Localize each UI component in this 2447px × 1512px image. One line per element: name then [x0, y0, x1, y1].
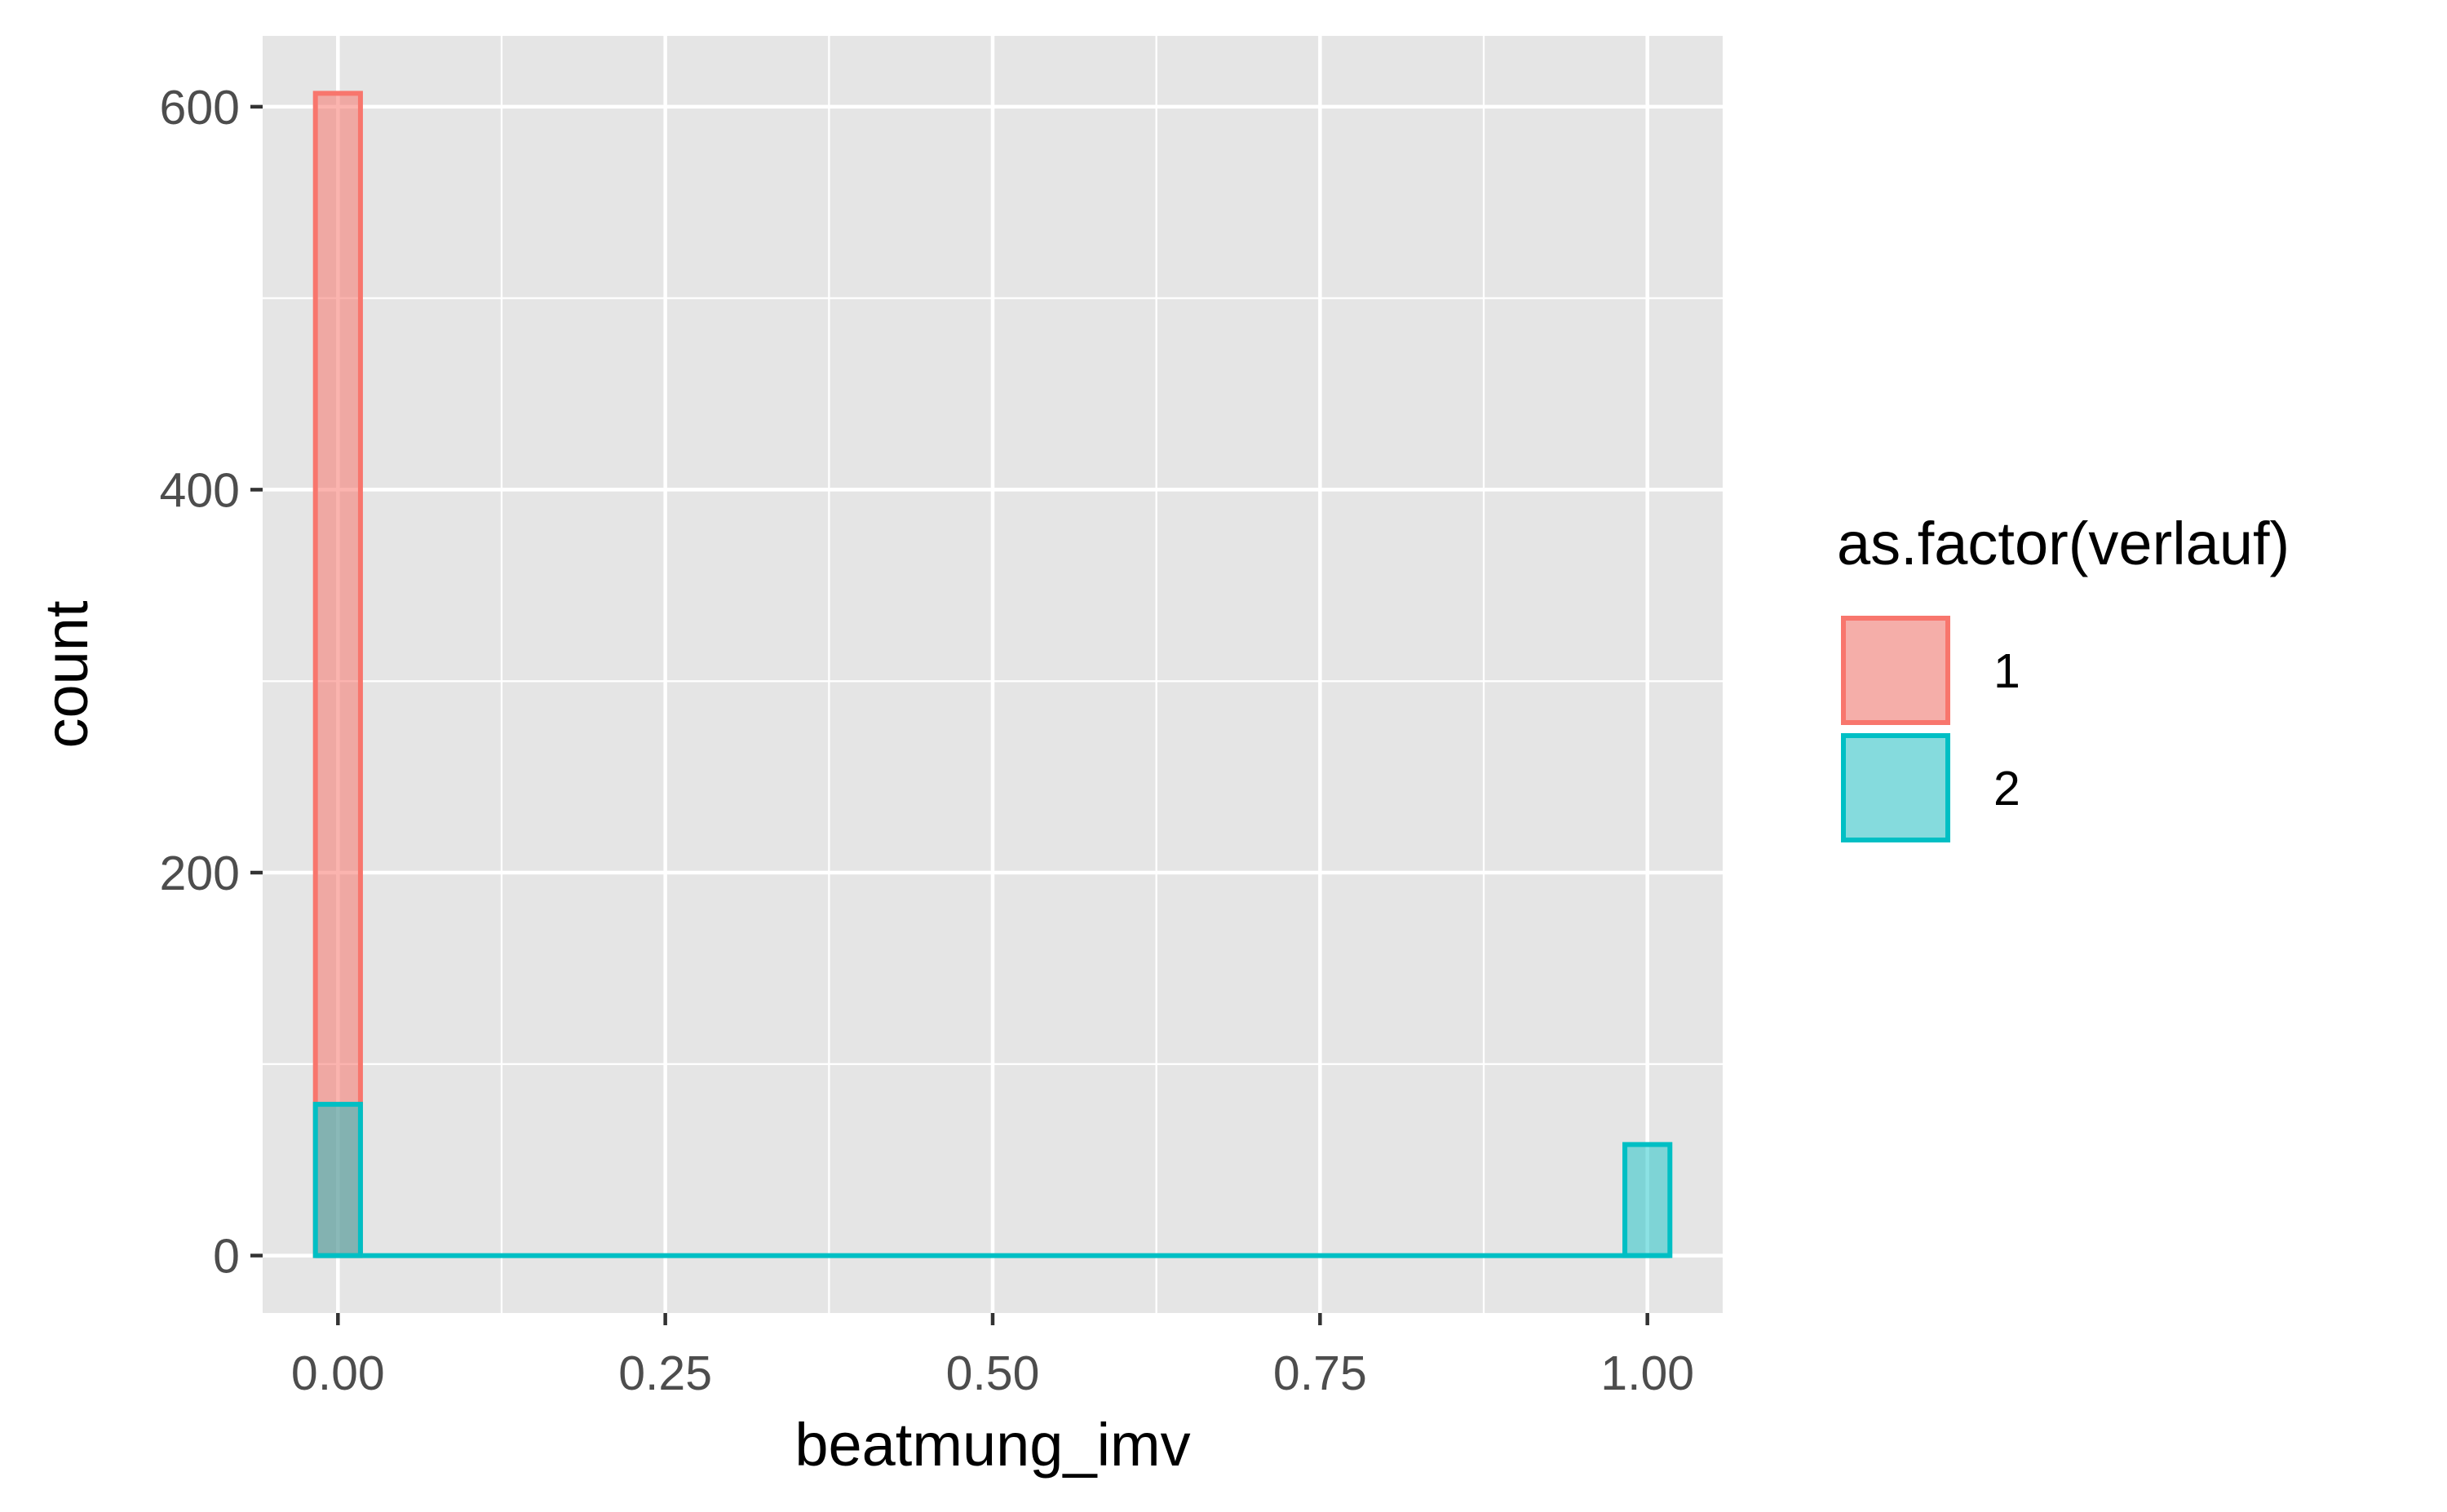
legend-title: as.factor(verlauf)	[1837, 510, 2290, 577]
y-tick-label: 600	[160, 81, 240, 135]
legend-key-2	[1841, 733, 1950, 842]
x-tick-label: 0.50	[946, 1346, 1040, 1400]
legend-label: 2	[1993, 762, 2020, 816]
x-axis-title: beatmung_imv	[794, 1411, 1190, 1479]
legend-key-1	[1841, 616, 1950, 725]
x-tick-label: 0.25	[618, 1346, 712, 1400]
x-tick-label: 1.00	[1600, 1346, 1694, 1400]
bar-series-2	[312, 1102, 363, 1258]
y-tick-label: 200	[160, 847, 240, 900]
bar-series-2	[1622, 1142, 1673, 1258]
legend-keys: 12	[1841, 616, 2020, 842]
legend-label: 1	[1993, 644, 2020, 698]
legend-key-swatch	[1841, 733, 1950, 842]
y-axis-title: count	[33, 600, 100, 748]
x-tick-label: 0.00	[291, 1346, 385, 1400]
axes-layer: 0.00 0.25 0.50 0.75 1.00 0 200 400 600	[160, 81, 1695, 1400]
x-tick-label: 0.75	[1273, 1346, 1367, 1400]
y-tick-label: 0	[213, 1230, 240, 1284]
bars-layer	[312, 91, 1673, 1258]
legend: as.factor(verlauf) 12	[1837, 510, 2290, 842]
bar-series-1	[312, 91, 363, 1258]
y-tick-label: 400	[160, 463, 240, 517]
